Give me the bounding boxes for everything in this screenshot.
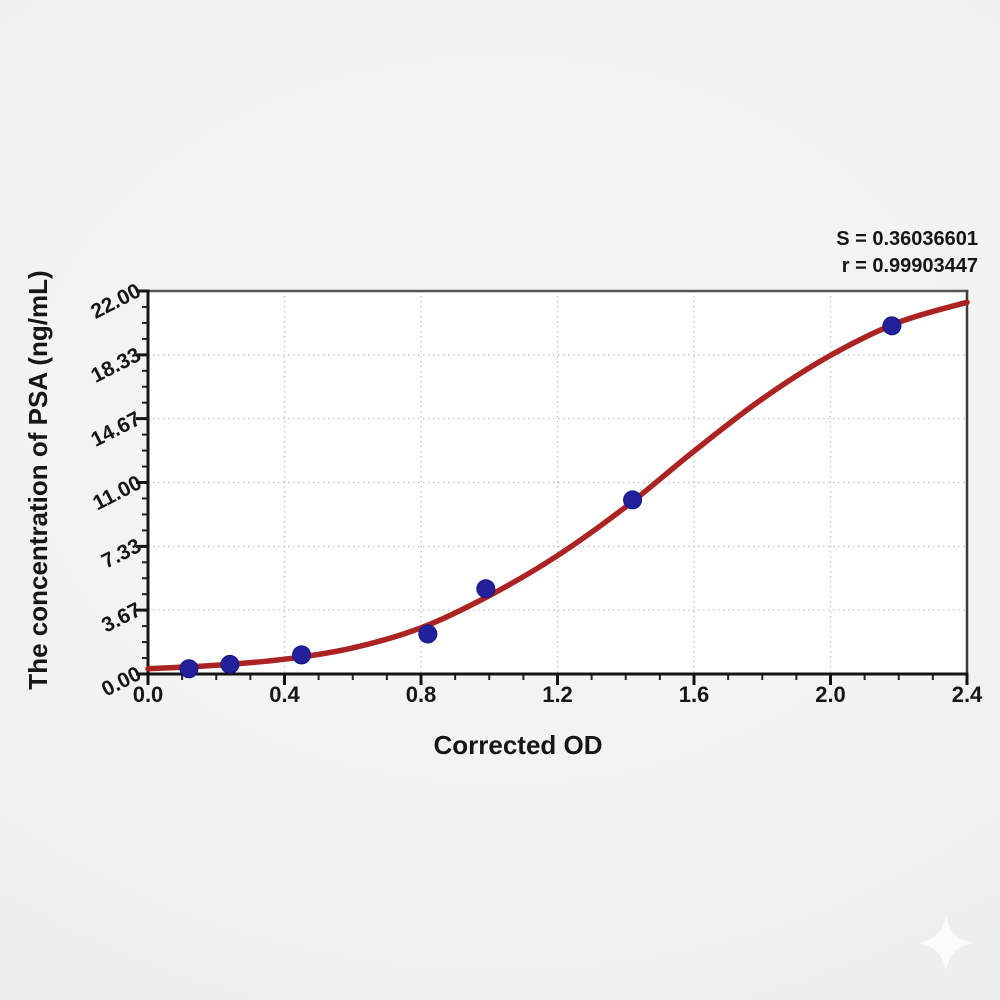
s-value-text: S = 0.36036601: [836, 228, 978, 250]
sparkle-watermark-icon: [915, 912, 977, 974]
x-tick-label: 2.0: [815, 682, 846, 707]
fit-statistics: S = 0.36036601 r = 0.99903447: [836, 226, 978, 280]
x-axis-title: Corrected OD: [433, 730, 603, 760]
y-axis-title: The concentration of PSA (ng/mL): [23, 270, 53, 690]
standard-data-point: [220, 654, 240, 674]
x-tick-label: 1.6: [678, 682, 710, 707]
standard-data-point: [623, 490, 643, 510]
standard-data-point: [418, 624, 438, 644]
x-tick-label: 1.2: [542, 682, 573, 707]
x-tick-label: 0.0: [132, 682, 164, 707]
fitted-curve: [145, 299, 970, 672]
x-tick-label: 0.8: [405, 682, 437, 707]
standard-data-point: [179, 659, 199, 679]
standard-data-point: [882, 316, 902, 336]
standard-data-point: [292, 645, 312, 665]
x-tick-label: 0.4: [269, 682, 300, 707]
x-tick-label: 2.4: [951, 682, 983, 707]
standard-data-point: [476, 579, 496, 599]
r-value-text: r = 0.99903447: [841, 255, 978, 277]
